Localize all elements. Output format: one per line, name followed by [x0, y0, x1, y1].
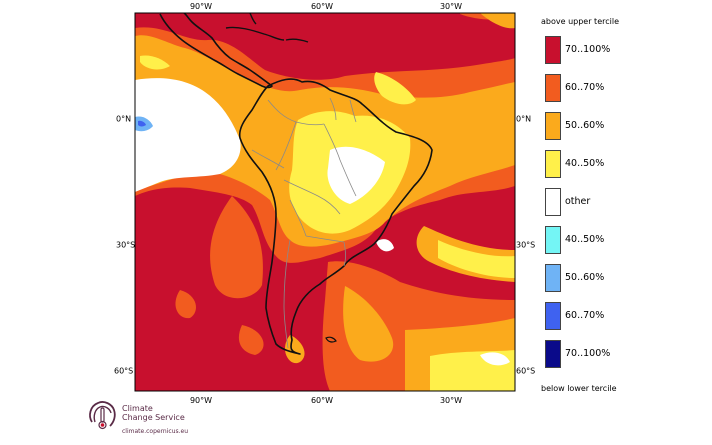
blue-patch-core	[138, 120, 146, 127]
lat-tick-right-0n: 0°N	[516, 114, 532, 124]
lon-tick-top-30w: 30°W	[439, 2, 463, 11]
legend-label: 70..100%	[565, 44, 611, 55]
legend-label: 60..70%	[565, 310, 605, 321]
lat-tick-left-30s: 30°S	[116, 240, 136, 250]
legend-swatch	[545, 340, 561, 368]
legend-label: 50..60%	[565, 272, 605, 283]
logo-line2: Change Service	[122, 413, 185, 422]
white-areas	[135, 78, 510, 366]
legend-item: 40..50%	[545, 226, 675, 256]
legend-swatch	[545, 36, 561, 64]
legend-item: 60..70%	[545, 74, 675, 104]
logo-url: climate.copernicus.eu	[122, 428, 189, 435]
legend-item: other	[545, 188, 675, 218]
hispaniola-coastline	[285, 38, 309, 43]
legend-item: 70..100%	[545, 36, 675, 66]
legend-item: 50..60%	[545, 112, 675, 142]
legend-item: 60..70%	[545, 302, 675, 332]
map-frame	[134, 12, 516, 392]
legend-label: 50..60%	[565, 120, 605, 131]
legend-swatch	[545, 112, 561, 140]
legend-top-title: above upper tercile	[541, 17, 619, 26]
legend-label: 40..50%	[565, 158, 605, 169]
lon-tick-bottom-30w: 30°W	[439, 396, 463, 405]
lon-tick-top-60w: 60°W	[310, 2, 334, 11]
legend-swatch	[545, 188, 561, 216]
lon-tick-bottom-60w: 60°W	[310, 396, 334, 405]
legend-item: 50..60%	[545, 264, 675, 294]
south-america-coastline	[238, 78, 433, 355]
legend-label: other	[565, 196, 591, 207]
country-borders	[251, 97, 357, 349]
lat-tick-right-30s: 30°S	[516, 240, 536, 250]
lat-tick-left-0n: 0°N	[116, 114, 132, 124]
legend-swatch	[545, 264, 561, 292]
florida-coastline	[249, 13, 257, 25]
legend-swatch	[545, 74, 561, 102]
legend-label: 60..70%	[565, 82, 605, 93]
legend-label: 70..100%	[565, 348, 611, 359]
legend-swatch	[545, 150, 561, 178]
copernicus-logo: Climate Change Service climate.copernicu…	[86, 398, 216, 440]
central-america-coastline	[159, 13, 273, 89]
legend-label: 40..50%	[565, 234, 605, 245]
legend-swatch	[545, 302, 561, 330]
lat-tick-left-60s: 60°S	[114, 366, 134, 376]
legend-item: 40..50%	[545, 150, 675, 180]
lon-tick-bottom-90w: 90°W	[189, 396, 213, 405]
legend-bottom-title: below lower tercile	[541, 384, 617, 393]
falklands-coastline	[325, 336, 337, 343]
thermometer-logo-icon	[89, 401, 116, 430]
logo-line1: Climate	[122, 404, 153, 413]
cuba-coastline	[225, 26, 285, 41]
legend-swatch	[545, 226, 561, 254]
legend-item: 70..100%	[545, 340, 675, 370]
lat-tick-right-60s: 60°S	[516, 366, 536, 376]
lon-tick-top-90w: 90°W	[189, 2, 213, 11]
